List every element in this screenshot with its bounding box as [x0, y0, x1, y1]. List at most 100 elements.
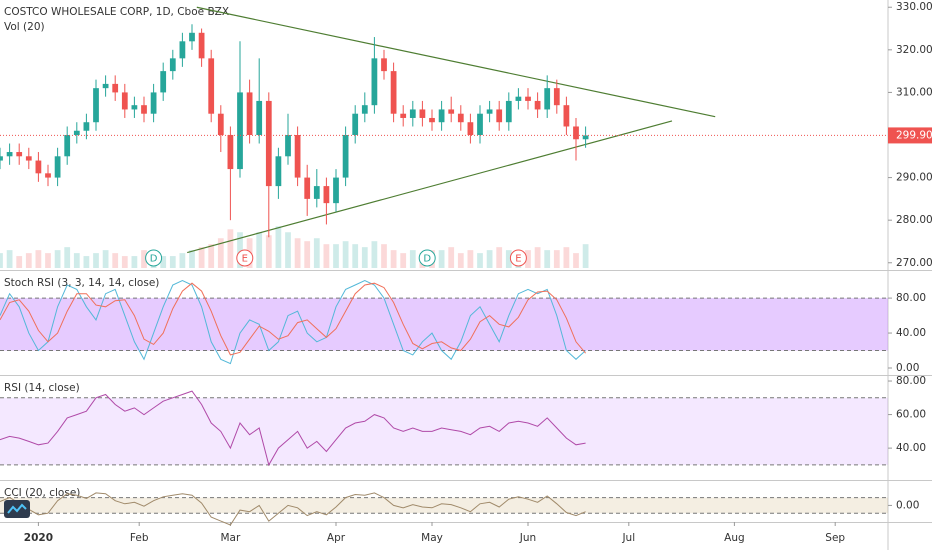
volume-bar [323, 244, 330, 268]
volume-bar [275, 226, 282, 268]
candle-body [227, 135, 234, 170]
volume-bar [582, 244, 589, 268]
x-tick-label: Jun [519, 532, 536, 544]
volume-bar [112, 253, 119, 268]
y-tick-label: 40.00 [896, 327, 926, 339]
candle-body [93, 88, 99, 123]
volume-bar [400, 253, 407, 268]
volume-bar [141, 250, 147, 268]
last-price-label: 299.90 [896, 129, 932, 141]
candle-body [64, 135, 71, 157]
candle-body [179, 41, 186, 59]
volume-bar [0, 253, 3, 268]
candle-body [544, 88, 551, 110]
candle-body [333, 177, 339, 204]
volume-bar [102, 250, 109, 268]
candle-body [16, 152, 23, 157]
event-marker [418, 249, 436, 267]
volume-bar [179, 253, 186, 268]
panel-title: COSTCO WHOLESALE CORP, 1D, Cboe BZX [4, 6, 229, 18]
candle-body [467, 122, 474, 135]
candle-body [429, 117, 435, 123]
candle-body [150, 92, 157, 114]
candle-body [352, 113, 359, 135]
candle-body [0, 156, 3, 161]
candle-body [457, 113, 464, 123]
indicator-line [0, 282, 586, 356]
candle-body [112, 83, 119, 93]
band [0, 298, 888, 351]
volume-bar [486, 250, 493, 268]
volume-bar [342, 241, 349, 268]
y-tick-label: 0.00 [896, 499, 919, 511]
y-tick-label: 40.00 [896, 442, 926, 454]
volume-bar [496, 247, 503, 268]
candle-body [496, 109, 503, 123]
volume-bar [169, 256, 176, 268]
event-marker [145, 249, 163, 267]
candle-body [409, 109, 416, 118]
candle-body [448, 109, 455, 114]
band [0, 497, 888, 514]
candle-body [189, 32, 195, 42]
volume-bar [573, 253, 579, 268]
volume-bar [54, 250, 61, 268]
candle-body [313, 186, 320, 199]
candle-body [208, 58, 215, 114]
volume-bar [457, 253, 464, 268]
candle-body [390, 71, 397, 114]
candle-body [45, 173, 51, 178]
volume-bar [208, 244, 215, 268]
candle-body [169, 58, 176, 72]
candle-body [534, 100, 541, 110]
candle-body [342, 135, 349, 178]
volume-bar [448, 247, 455, 268]
candle-body [35, 160, 42, 174]
candle-body [582, 135, 589, 140]
volume-bar [285, 232, 291, 268]
candle-body [381, 58, 387, 72]
y-tick-label: 320.00 [896, 44, 932, 56]
volume-bar [333, 244, 339, 268]
last-price-box [888, 127, 932, 144]
y-tick-label: 330.00 [896, 1, 932, 13]
volume-bar [477, 253, 483, 268]
volume-bar [25, 253, 32, 268]
x-tick-label: Feb [130, 532, 149, 544]
candle-body [102, 83, 109, 89]
panel-title: CCI (20, close) [4, 487, 80, 499]
candle-body [553, 88, 560, 106]
volume-bar [6, 250, 13, 268]
indicator-line [0, 280, 586, 365]
candle-body [361, 105, 368, 114]
event-label: E [515, 254, 521, 265]
candle-body [563, 105, 570, 127]
volume-bar [64, 247, 71, 268]
y-tick-label: 280.00 [896, 214, 932, 226]
candle-body [371, 58, 378, 106]
event-label: E [242, 254, 248, 265]
y-tick-label: 0.00 [896, 362, 919, 374]
candle-body [400, 113, 407, 118]
indicator-line [0, 492, 586, 526]
volume-bar [381, 244, 387, 268]
candle-body [486, 109, 493, 114]
volume-bar [256, 232, 263, 268]
candle-body [121, 92, 128, 110]
volume-bar [189, 250, 195, 268]
volume-bar [160, 256, 167, 268]
x-tick-label: Sep [825, 532, 845, 544]
panel-title: Vol (20) [4, 21, 45, 33]
y-tick-label: 310.00 [896, 86, 932, 98]
volume-bar [544, 250, 551, 268]
candle-body [419, 109, 426, 118]
candle-body [141, 105, 147, 114]
candle-body [525, 96, 531, 101]
x-tick-label: Aug [724, 532, 745, 544]
volume-bar [73, 253, 80, 268]
volume-bar [371, 241, 378, 268]
volume-bar [438, 250, 445, 268]
candle-body [265, 100, 272, 187]
